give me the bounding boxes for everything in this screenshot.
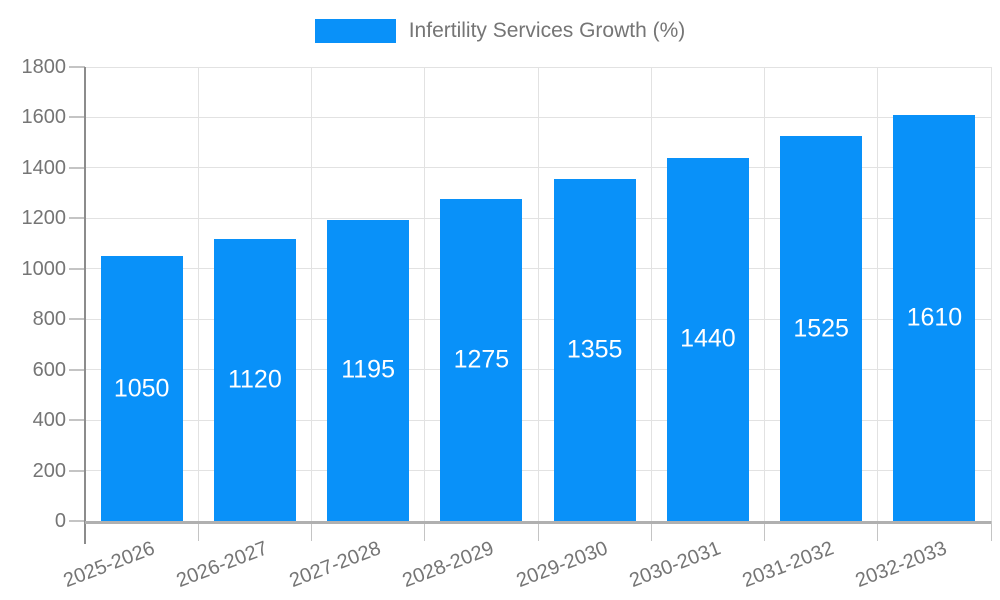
x-tick-mark [650, 521, 652, 541]
y-tick-label: 200 [32, 459, 66, 482]
v-gridline [764, 67, 765, 521]
y-tick-mark [69, 116, 85, 119]
bar-value-label: 1355 [566, 335, 623, 364]
bar: 1525 [780, 136, 863, 521]
x-category-label: 2027-2028 [286, 537, 384, 593]
y-tick-label: 600 [32, 358, 66, 381]
y-tick-mark [69, 520, 85, 522]
v-gridline [537, 67, 539, 521]
x-tick-mark [764, 521, 765, 541]
bar: 1610 [893, 114, 976, 521]
x-tick-mark [424, 521, 426, 541]
y-tick-mark [69, 217, 85, 220]
plot-area: 1050 1120 1195 1275 1355 1440 1525 1610 [84, 66, 992, 544]
x-category-label: 2026-2027 [173, 537, 271, 593]
bar: 1440 [666, 157, 749, 521]
y-tick-label: 400 [32, 409, 66, 432]
y-tick-label: 1600 [21, 106, 67, 129]
x-category-label: 2030-2031 [626, 537, 724, 593]
x-category-label: 2032-2033 [852, 537, 951, 593]
bar: 1275 [440, 199, 523, 521]
x-category-label: 2025-2026 [60, 537, 158, 593]
bar: 1195 [327, 219, 410, 521]
y-tick-label: 1000 [21, 257, 67, 280]
bar-value-label: 1120 [227, 365, 282, 394]
y-tick-mark [69, 267, 85, 270]
x-tick-mark [311, 521, 312, 541]
y-tick-label: 800 [32, 308, 66, 331]
x-tick-mark [990, 521, 992, 541]
y-tick-mark [69, 66, 85, 68]
x-category-label: 2031-2032 [739, 537, 837, 593]
bar: 1120 [213, 238, 296, 521]
bar: 1355 [553, 179, 636, 521]
bar-value-label: 1275 [453, 345, 510, 374]
x-category-label: 2029-2030 [513, 537, 611, 593]
y-axis-line [84, 67, 86, 544]
bar-value-label: 1525 [793, 314, 849, 343]
y-tick-mark [69, 318, 85, 321]
legend-swatch [314, 19, 396, 43]
v-gridline [197, 67, 199, 521]
x-axis-line [85, 521, 991, 524]
v-gridline [990, 67, 992, 521]
bar: 1050 [100, 256, 183, 521]
v-gridline [311, 67, 312, 521]
bar-value-label: 1610 [906, 303, 963, 332]
v-gridline [424, 67, 426, 521]
x-category-label: 2028-2029 [399, 537, 498, 593]
x-tick-mark [197, 521, 199, 541]
bar-value-label: 1050 [113, 374, 170, 403]
legend: Infertility Services Growth (%) [0, 19, 1000, 43]
y-tick-mark [69, 166, 85, 169]
bar-value-label: 1440 [680, 324, 736, 353]
y-tick-label: 1400 [21, 156, 67, 179]
x-tick-mark [877, 521, 879, 541]
y-tick-mark [69, 368, 85, 371]
x-tick-mark [537, 521, 539, 541]
y-tick-label: 1200 [21, 207, 67, 230]
bar-value-label: 1195 [341, 355, 395, 384]
y-tick-mark [69, 419, 85, 422]
y-tick-mark [69, 469, 85, 472]
v-gridline [650, 67, 652, 521]
v-gridline [877, 67, 879, 521]
y-tick-label: 1800 [21, 56, 67, 78]
legend-label: Infertility Services Growth (%) [408, 19, 686, 42]
y-tick-label: 0 [54, 510, 66, 532]
